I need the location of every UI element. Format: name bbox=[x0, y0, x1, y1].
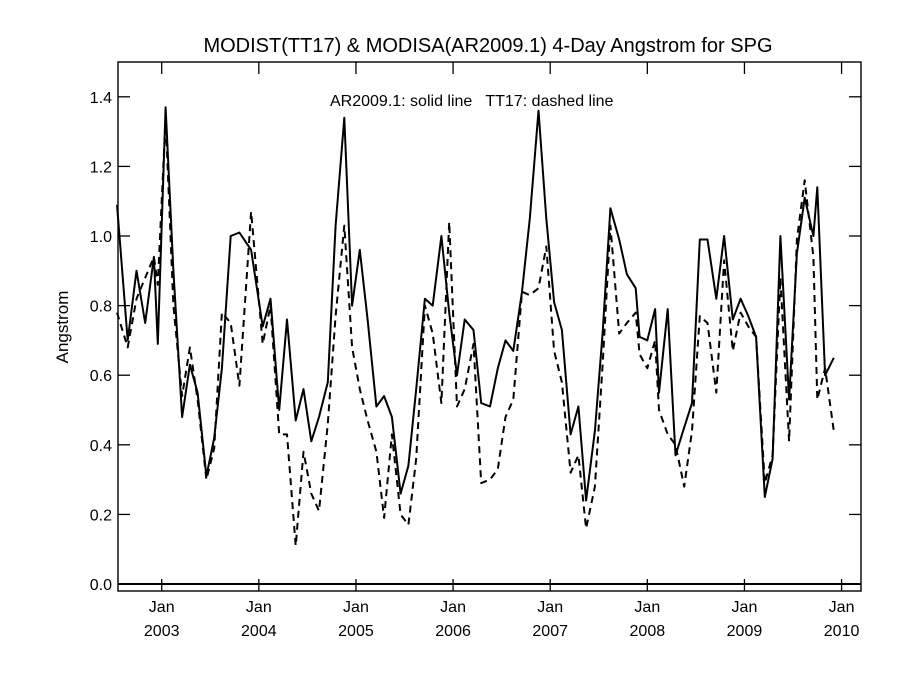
x-tick-month-label: Jan bbox=[246, 599, 272, 616]
x-tick-month-label: Jan bbox=[732, 599, 758, 616]
x-tick-year-label: 2008 bbox=[630, 623, 666, 640]
x-tick-year-label: 2009 bbox=[727, 623, 763, 640]
x-tick-year-label: 2004 bbox=[241, 623, 277, 640]
x-tick-year-label: 2003 bbox=[144, 623, 180, 640]
x-tick-year-label: 2005 bbox=[338, 623, 374, 640]
x-tick-year-label: 2006 bbox=[435, 623, 471, 640]
x-tick-month-label: Jan bbox=[537, 599, 563, 616]
y-tick-label: 0.0 bbox=[90, 577, 112, 594]
y-axis-label: Angstrom bbox=[53, 291, 72, 364]
y-tick-label: 1.2 bbox=[90, 159, 112, 176]
x-tick-month-label: Jan bbox=[634, 599, 660, 616]
x-tick-year-label: 2007 bbox=[532, 623, 568, 640]
y-tick-label: 0.4 bbox=[90, 438, 112, 455]
line-style-annotation: AR2009.1: solid line TT17: dashed line bbox=[330, 93, 614, 110]
x-tick-month-label: Jan bbox=[829, 599, 855, 616]
series-line-tt17-dashed bbox=[116, 116, 835, 547]
chart-title: MODIST(TT17) & MODISA(AR2009.1) 4-Day An… bbox=[203, 35, 772, 57]
y-tick-label: 0.6 bbox=[90, 368, 112, 385]
y-tick-label: 1.0 bbox=[90, 229, 112, 246]
x-tick-month-label: Jan bbox=[149, 599, 175, 616]
y-tick-label: 1.4 bbox=[90, 90, 112, 107]
x-tick-year-label: 2010 bbox=[824, 623, 860, 640]
series-line-ar2009-solid bbox=[116, 106, 835, 502]
plot-area: 0.0 0.2 0.4 0.6 0.8 1.0 1.2 1.4 Jan 2003 Jan 2004 Ja… bbox=[90, 62, 861, 640]
x-tick-month-label: Jan bbox=[343, 599, 369, 616]
y-tick-label: 0.8 bbox=[90, 299, 112, 316]
x-tick-month-label: Jan bbox=[440, 599, 466, 616]
plot-frame bbox=[117, 61, 862, 592]
y-tick-label: 0.2 bbox=[90, 507, 112, 524]
